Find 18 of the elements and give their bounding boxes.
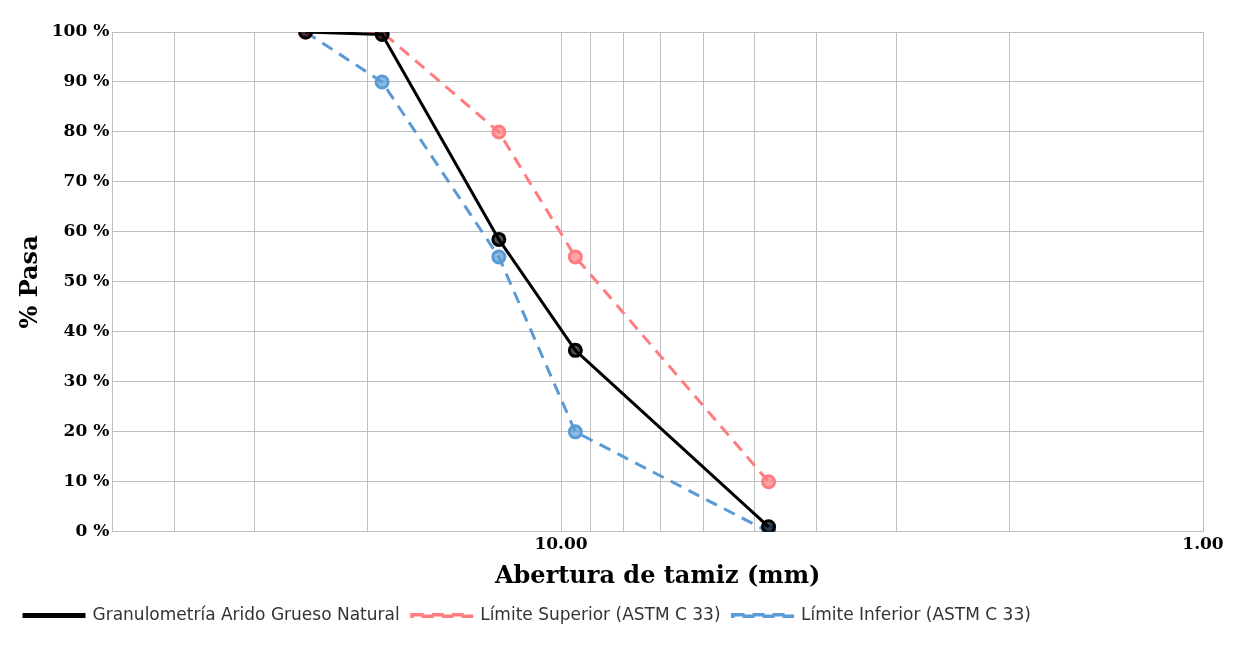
x-axis-title: Abertura de tamiz (mm) bbox=[493, 559, 821, 589]
y-tick-label: 70 % bbox=[63, 170, 110, 191]
y-tick-label: 90 % bbox=[63, 70, 110, 91]
y-tick-label: 100 % bbox=[51, 20, 110, 41]
y-tick-label: 0 % bbox=[75, 520, 110, 541]
y-tick-label: 80 % bbox=[63, 120, 110, 141]
x-tick-label: 10.00 bbox=[534, 533, 588, 554]
x-tick-label: 1.00 bbox=[1182, 533, 1224, 554]
y-tick-label: 10 % bbox=[63, 470, 110, 491]
y-tick-label: 20 % bbox=[63, 420, 110, 441]
legend-label: Límite Superior (ASTM C 33) bbox=[480, 603, 721, 624]
y-tick-label: 60 % bbox=[63, 220, 110, 241]
legend-label: Granulometría Arido Grueso Natural bbox=[92, 603, 400, 624]
y-tick-label: 30 % bbox=[63, 370, 110, 391]
y-tick-label: 40 % bbox=[63, 320, 110, 341]
legend-label: Límite Inferior (ASTM C 33) bbox=[801, 603, 1031, 624]
y-axis-title: % Pasa bbox=[13, 235, 43, 329]
y-tick-label: 50 % bbox=[63, 270, 110, 291]
